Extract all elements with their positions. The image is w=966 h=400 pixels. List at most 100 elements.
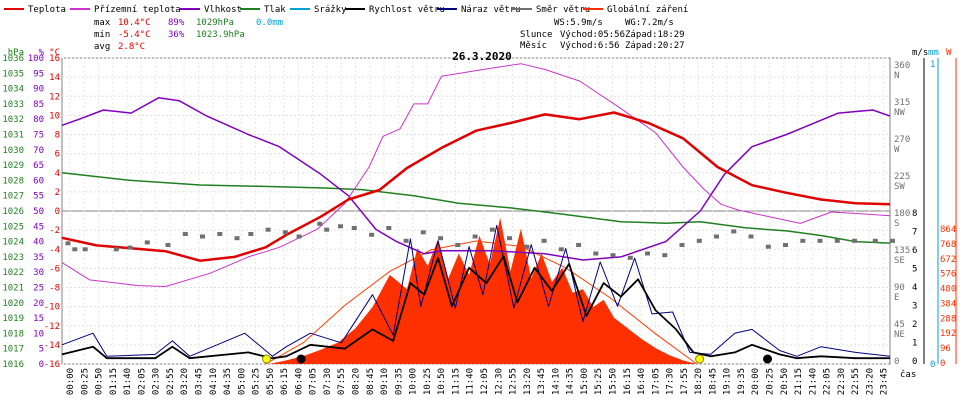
time-tick-label: 08:20 — [352, 368, 362, 395]
wind-direction-point — [541, 238, 547, 243]
wind-direction-point — [296, 234, 302, 239]
wind-direction-point — [800, 238, 806, 243]
axis-tick-direction: 360 — [894, 61, 910, 71]
time-tick-label: 06:40 — [294, 368, 304, 395]
axis-tick-pct: 20 — [33, 299, 44, 309]
axis-tick-hpa: 1025 — [2, 222, 24, 232]
axis-tick-hpa: 1026 — [2, 207, 24, 217]
stat-max-temp: 10.4°C — [118, 18, 151, 28]
axis-tick-deg: 4 — [55, 169, 60, 179]
axis-tick-hpa: 1030 — [2, 146, 24, 156]
stat-min-hum: 36% — [168, 30, 185, 40]
stat-sun-label: Slunce — [520, 30, 553, 40]
wind-direction-point — [386, 226, 392, 230]
axis-tick-direction: 90 — [894, 283, 905, 293]
wind-direction-point — [65, 241, 71, 246]
wind-direction-point — [438, 236, 444, 241]
axis-tick-pct: 65 — [33, 161, 44, 171]
axis-tick-deg: -16 — [44, 360, 60, 370]
time-tick-label: 01:40 — [123, 368, 133, 395]
stat-min-temp: -5.4°C — [118, 30, 151, 40]
axis-tick-pct: 40 — [33, 238, 44, 248]
time-tick-label: 10:00 — [409, 368, 419, 395]
time-tick-label: 00:25 — [80, 368, 90, 395]
chart-title: 26.3.2020 — [452, 50, 512, 63]
axis-tick-hpa: 1019 — [2, 314, 24, 324]
axis-letter-direction: SE — [894, 256, 905, 266]
time-tick-label: 22:30 — [837, 368, 847, 395]
wind-direction-point — [420, 230, 426, 235]
time-tick-label: 07:05 — [309, 368, 319, 395]
stats-block: max 10.4°C 89% 1029hPa 0.0mm min -5.4°C … — [94, 18, 685, 52]
time-tick-label: 09:35 — [394, 368, 404, 395]
axis-tick-deg: -14 — [44, 341, 60, 351]
axis-tick-w: 864 — [940, 225, 956, 235]
wind-direction-point — [144, 240, 150, 245]
time-tick-label: 20:00 — [751, 368, 761, 395]
legend-label: Globální záření — [607, 5, 688, 15]
axis-title-ms: m/s — [912, 48, 928, 58]
axis-tick-ms: 5 — [912, 265, 917, 275]
axis-tick-pct: 70 — [33, 146, 44, 156]
stat-min-press: 1023.9hPa — [196, 30, 245, 40]
axis-tick-w: 672 — [940, 255, 956, 265]
x-axis-label: čas — [900, 369, 916, 380]
wind-direction-point — [610, 253, 616, 258]
wind-direction-point — [369, 232, 375, 237]
axis-tick-hpa: 1016 — [2, 360, 24, 370]
time-tick-label: 21:15 — [794, 368, 804, 395]
axis-letter-direction: N — [894, 71, 899, 81]
wind-direction-point — [324, 227, 330, 232]
time-tick-label: 18:45 — [708, 368, 718, 395]
axis-tick-w: 96 — [940, 344, 951, 354]
wind-direction-point — [890, 238, 895, 243]
stat-max-hum: 89% — [168, 18, 185, 28]
time-tick-label: 13:45 — [537, 368, 547, 395]
time-tick-label: 17:05 — [651, 368, 661, 395]
axis-tick-hpa: 1027 — [2, 192, 24, 202]
axis-tick-deg: -6 — [49, 264, 60, 274]
axis-title-pct: % — [39, 48, 45, 58]
time-tick-label: 14:10 — [551, 368, 561, 395]
wind-direction-point — [182, 232, 188, 236]
wind-direction-point — [696, 238, 702, 243]
time-tick-label: 04:35 — [223, 368, 233, 395]
axis-tick-deg: -2 — [49, 226, 60, 236]
axis-tick-hpa: 1028 — [2, 176, 24, 186]
stat-avg-label: avg — [94, 42, 110, 52]
stat-moon-set: Západ:20:27 — [625, 41, 685, 51]
right-axes: 360N315NW270W225SW180S135SE90E45NE0m/s87… — [894, 48, 957, 370]
axis-tick-ms: 1 — [912, 339, 917, 349]
stat-sun-set: Západ:18:29 — [625, 30, 685, 40]
legend-label: Náraz větru — [461, 5, 521, 15]
time-tick-label: 21:40 — [808, 368, 818, 395]
wind-direction-point — [127, 245, 133, 250]
time-tick-label: 07:55 — [337, 368, 347, 395]
time-tick-label: 17:55 — [680, 368, 690, 395]
axis-tick-pct: 55 — [33, 192, 44, 202]
time-tick-label: 16:15 — [623, 368, 633, 395]
wind-direction-point — [165, 243, 171, 247]
legend-label: Přízemní teplota — [94, 5, 181, 15]
wind-direction-point — [783, 243, 788, 247]
time-tick-label: 04:10 — [209, 368, 219, 395]
time-tick-label: 18:20 — [694, 368, 704, 395]
wind-direction-point — [472, 234, 478, 239]
wind-direction-point — [852, 238, 857, 243]
time-tick-label: 11:15 — [451, 368, 461, 395]
wind-direction-point — [627, 255, 633, 260]
axis-tick-w: 288 — [940, 314, 956, 324]
wind-direction-point — [200, 234, 205, 239]
axis-letter-direction: NE — [894, 330, 905, 340]
pressure-line — [61, 172, 891, 244]
axis-tick-w: 576 — [940, 270, 956, 280]
axis-tick-hpa: 1023 — [2, 253, 24, 263]
time-tick-label: 01:15 — [109, 368, 119, 395]
legend-label: Rychlost větru — [369, 5, 445, 15]
time-tick-label: 07:30 — [323, 368, 333, 395]
time-tick-label: 06:15 — [280, 368, 290, 395]
axis-tick-direction: 180 — [894, 209, 910, 219]
wind-direction-point — [714, 234, 719, 239]
wind-direction-point — [872, 238, 878, 243]
